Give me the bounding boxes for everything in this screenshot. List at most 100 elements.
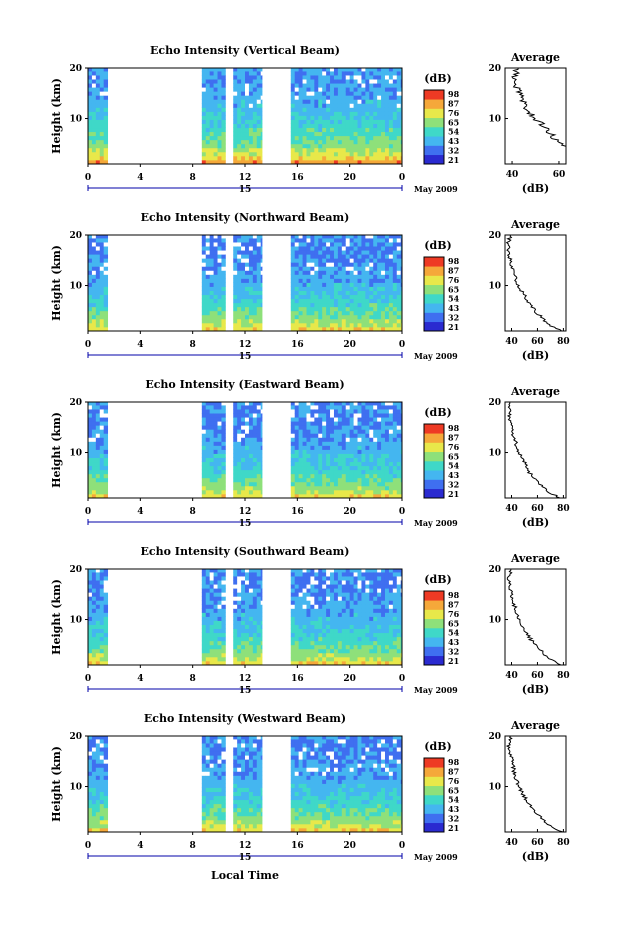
- heatmap-cell: [95, 457, 101, 463]
- heatmap-cell: [294, 608, 300, 613]
- heatmap-cell: [237, 326, 242, 332]
- heatmap-cell: [91, 147, 97, 153]
- heatmap-cell: [369, 123, 374, 129]
- heatmap-cell: [241, 87, 246, 92]
- heatmap-cell: [373, 445, 378, 450]
- heatmap-cell: [91, 616, 97, 621]
- heatmap-cell: [221, 461, 226, 467]
- heatmap-cell: [353, 616, 358, 621]
- heatmap-cell: [294, 318, 300, 324]
- heatmap-cell: [361, 608, 366, 613]
- heatmap-cell: [233, 111, 238, 116]
- heatmap-cell: [91, 286, 97, 291]
- heatmap-cell: [337, 258, 343, 263]
- heatmap-cell: [217, 119, 222, 124]
- heatmap-cell: [221, 254, 226, 259]
- y-tick-label: 10: [69, 449, 82, 459]
- heatmap-cell: [99, 755, 105, 760]
- heatmap-cell: [88, 608, 93, 613]
- heatmap-cell: [377, 322, 382, 328]
- heatmap-cell: [209, 489, 215, 495]
- heatmap-cell: [396, 604, 402, 609]
- heatmap-cell: [88, 616, 93, 621]
- heatmap-cell: [349, 580, 354, 585]
- heatmap-cell: [377, 588, 382, 593]
- heatmap-cell: [298, 294, 303, 300]
- heatmap-cell: [326, 425, 331, 430]
- heatmap-cell: [377, 270, 382, 275]
- heatmap-cell: [237, 79, 242, 84]
- heatmap-cell: [396, 68, 402, 72]
- heatmap-cell: [302, 246, 307, 251]
- heatmap-cell: [91, 604, 97, 609]
- heatmap-cell: [322, 644, 327, 650]
- heatmap-cell: [392, 489, 398, 495]
- heatmap-cell: [91, 242, 97, 247]
- heatmap-cell: [221, 656, 226, 662]
- heatmap-cell: [213, 429, 218, 434]
- heatmap-cell: [326, 433, 331, 438]
- heatmap-cell: [353, 592, 358, 597]
- heatmap-cell: [209, 413, 215, 418]
- heatmap-cell: [365, 616, 370, 621]
- heatmap-cell: [256, 286, 262, 291]
- heatmap-cell: [241, 413, 246, 418]
- heatmap-cell: [233, 469, 238, 475]
- heatmap-cell: [95, 91, 101, 96]
- heatmap-cell: [213, 584, 218, 589]
- heatmap-cell: [209, 68, 215, 72]
- heatmap-cell: [326, 652, 331, 658]
- heatmap-cell: [341, 441, 347, 446]
- colorbar-swatch: [424, 470, 444, 480]
- heatmap-cell: [245, 250, 250, 255]
- heatmap-cell: [361, 159, 366, 165]
- heatmap-cell: [252, 620, 258, 625]
- heatmap-cell: [322, 648, 327, 654]
- heatmap-cell: [205, 807, 211, 813]
- heatmap-cell: [91, 799, 97, 805]
- heatmap-cell: [314, 417, 319, 422]
- heatmap-cell: [290, 569, 296, 573]
- heatmap-cell: [357, 461, 362, 467]
- heatmap-cell: [357, 437, 362, 442]
- heatmap-cell: [326, 103, 331, 108]
- heatmap-cell: [205, 155, 211, 161]
- heatmap-cell: [318, 437, 323, 442]
- heatmap-cell: [318, 469, 323, 475]
- heatmap-cell: [365, 314, 370, 320]
- heatmap-cell: [233, 270, 238, 275]
- heatmap-cell: [322, 489, 327, 495]
- heatmap-cell: [245, 266, 250, 271]
- average-y-tick-label: 20: [488, 565, 501, 575]
- heatmap-cell: [260, 413, 263, 418]
- heatmap-cell: [384, 79, 390, 84]
- heatmap-cell: [330, 640, 335, 646]
- heatmap-cell: [298, 242, 303, 247]
- heatmap-cell: [256, 103, 262, 108]
- heatmap-cell: [88, 588, 93, 593]
- heatmap-cell: [205, 632, 211, 638]
- heatmap-cell: [337, 151, 343, 157]
- heatmap-cell: [369, 111, 374, 116]
- heatmap-cell: [290, 489, 296, 495]
- heatmap-cell: [248, 652, 254, 658]
- heatmap-cell: [330, 119, 335, 124]
- heatmap-cell: [322, 580, 327, 585]
- heatmap-cell: [396, 290, 402, 296]
- heatmap-cell: [252, 131, 258, 137]
- heatmap-cell: [314, 127, 319, 133]
- heatmap-cell: [245, 628, 250, 634]
- heatmap-cell: [298, 632, 303, 638]
- heatmap-cell: [381, 139, 386, 145]
- heatmap-cell: [241, 628, 246, 634]
- heatmap-cell: [213, 83, 218, 88]
- heatmap-cell: [256, 87, 262, 92]
- heatmap-cell: [88, 135, 93, 141]
- heatmap-cell: [392, 314, 398, 320]
- heatmap-cell: [91, 107, 97, 112]
- heatmap-cell: [91, 648, 97, 654]
- heatmap-cell: [99, 75, 105, 80]
- heatmap-cell: [209, 425, 215, 430]
- heatmap-cell: [314, 286, 319, 291]
- heatmap-cell: [241, 449, 246, 454]
